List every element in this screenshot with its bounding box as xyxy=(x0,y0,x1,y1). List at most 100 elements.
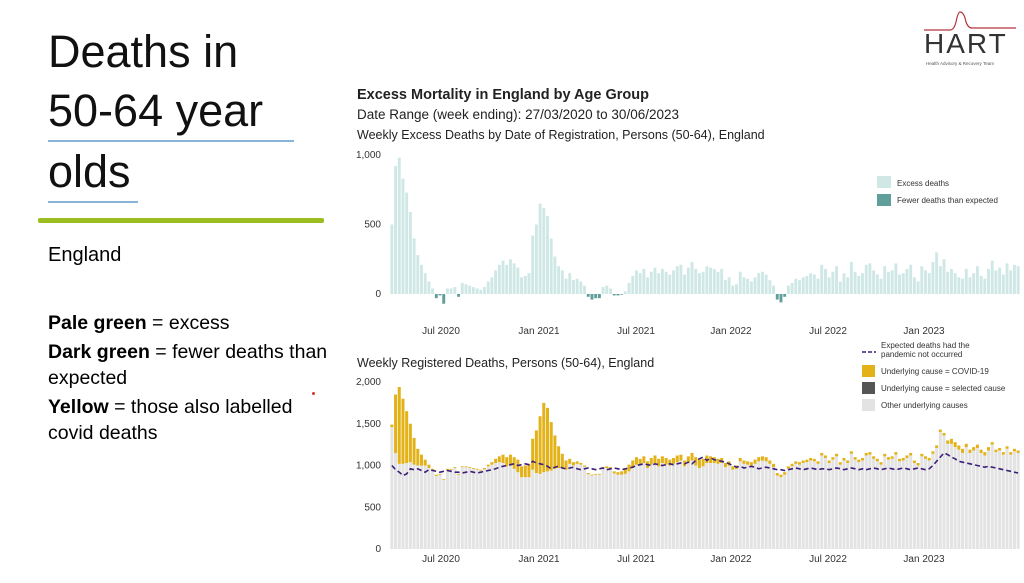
fewer-deaths-bar xyxy=(783,294,787,297)
other-causes-bar xyxy=(679,460,683,549)
excess-bar xyxy=(760,271,764,294)
excess-bar xyxy=(501,260,505,294)
other-causes-bar xyxy=(601,468,605,549)
x-tick-label: Jul 2022 xyxy=(809,326,847,337)
covid-bar xyxy=(442,478,446,480)
covid-bar xyxy=(486,464,490,467)
other-causes-bar xyxy=(527,477,531,549)
other-causes-bar xyxy=(898,461,902,549)
covid-bar xyxy=(423,459,427,466)
other-causes-bar xyxy=(579,464,583,549)
other-causes-bar xyxy=(501,462,505,549)
excess-bar xyxy=(420,264,423,294)
excess-bar xyxy=(579,281,583,294)
covid-bar xyxy=(723,462,727,468)
covid-bar xyxy=(542,402,546,473)
other-causes-bar xyxy=(731,469,735,549)
excess-bar xyxy=(646,277,650,294)
other-causes-bar xyxy=(568,463,572,549)
other-causes-bar xyxy=(983,455,987,549)
excess-bar xyxy=(838,281,842,294)
covid-bar xyxy=(746,461,750,465)
other-causes-bar xyxy=(757,461,761,549)
other-causes-bar xyxy=(727,465,731,549)
covid-bar xyxy=(931,451,935,454)
covid-bar xyxy=(946,440,950,444)
covid-bar xyxy=(545,407,550,472)
other-causes-bar xyxy=(675,462,679,549)
other-causes-bar xyxy=(390,427,394,549)
covid-bar xyxy=(586,473,590,475)
excess-bar xyxy=(449,288,453,294)
title-underline-rule xyxy=(38,218,324,223)
x-tick-label: Jan 2021 xyxy=(518,326,560,337)
other-causes-bar xyxy=(986,450,991,549)
excess-bar xyxy=(549,238,553,294)
excess-bar xyxy=(768,280,772,294)
excess-bar xyxy=(638,273,642,294)
covid-bar xyxy=(935,445,939,448)
excess-bar xyxy=(575,278,579,294)
covid-bar xyxy=(783,472,787,475)
other-causes-bar xyxy=(931,453,935,549)
covid-bar xyxy=(679,454,683,461)
covid-bar xyxy=(764,457,768,462)
excess-bar xyxy=(949,268,953,294)
covid-bar xyxy=(797,462,802,465)
other-causes-bar xyxy=(405,462,409,549)
other-causes-bar xyxy=(783,474,787,549)
excess-bar xyxy=(968,277,972,294)
excess-bar xyxy=(445,288,449,294)
other-causes-bar xyxy=(683,466,687,549)
excess-bar xyxy=(634,270,638,294)
other-causes-bar xyxy=(709,462,713,549)
other-causes-bar xyxy=(890,458,894,549)
excess-bar xyxy=(564,278,568,294)
excess-bar xyxy=(961,278,965,294)
other-causes-bar xyxy=(520,477,524,549)
other-causes-bar xyxy=(749,465,753,549)
covid-bar xyxy=(964,443,968,448)
other-causes-bar xyxy=(820,455,824,549)
excess-bar xyxy=(649,271,653,294)
excess-bar xyxy=(942,259,946,294)
excess-bar xyxy=(816,278,820,294)
excess-bar xyxy=(497,264,501,294)
other-causes-bar xyxy=(583,466,587,549)
excess-bar xyxy=(935,252,939,294)
legend-label: Underlying cause = COVID-19 xyxy=(881,367,989,376)
covid-bar xyxy=(886,457,890,460)
legend-swatch-covid xyxy=(862,365,875,377)
excess-bar xyxy=(471,287,475,294)
other-causes-bar xyxy=(486,466,490,549)
other-causes-bar xyxy=(912,462,916,549)
excess-bar xyxy=(738,271,742,294)
excess-bar xyxy=(679,264,683,294)
other-causes-bar xyxy=(790,466,794,549)
covid-bar xyxy=(675,455,679,463)
other-causes-bar xyxy=(494,462,498,549)
other-causes-bar xyxy=(935,447,939,549)
covid-bar xyxy=(909,452,913,456)
excess-bar xyxy=(571,280,575,294)
excess-bar xyxy=(542,207,546,294)
covid-bar xyxy=(968,449,972,453)
covid-bar xyxy=(564,460,568,470)
covid-bar xyxy=(1009,452,1013,455)
other-causes-bar xyxy=(564,469,568,549)
other-causes-bar xyxy=(846,462,850,549)
covid-bar xyxy=(460,466,464,468)
covid-bar xyxy=(786,466,790,469)
excess-bar xyxy=(486,281,490,294)
covid-bar xyxy=(838,462,842,465)
color-key-covid: Yellow = those also labelled covid death… xyxy=(48,396,293,444)
legend-label: Underlying cause = selected cause xyxy=(881,384,1006,393)
fewer-deaths-bar xyxy=(590,294,594,300)
other-causes-bar xyxy=(916,465,920,549)
other-causes-bar xyxy=(864,455,868,549)
excess-bar xyxy=(846,277,850,294)
covid-bar xyxy=(757,457,761,462)
other-causes-bar xyxy=(416,465,420,549)
legend-label: Expected deaths had the xyxy=(881,341,970,350)
other-causes-bar xyxy=(775,475,779,549)
